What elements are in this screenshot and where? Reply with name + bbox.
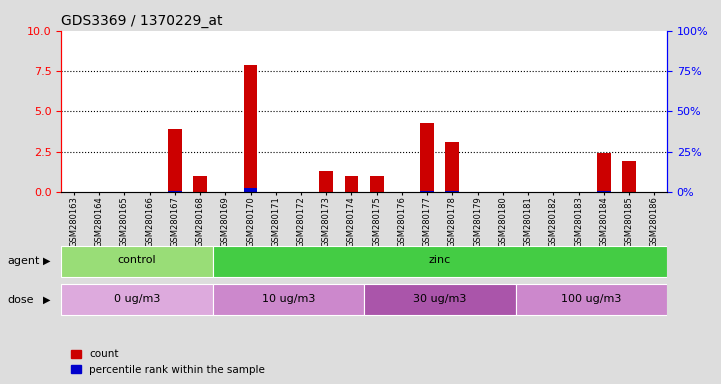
Text: zinc: zinc [429, 255, 451, 265]
Bar [516, 284, 667, 315]
Text: dose: dose [7, 295, 34, 305]
Bar [420, 191, 434, 192]
Bar [168, 129, 182, 192]
Bar [168, 191, 182, 192]
Text: 0 ug/m3: 0 ug/m3 [114, 294, 160, 304]
Text: control: control [118, 255, 156, 265]
Bar [446, 142, 459, 192]
Bar [213, 284, 364, 315]
Bar [446, 191, 459, 192]
Text: ▶: ▶ [43, 256, 50, 266]
Bar [597, 191, 611, 192]
Bar [244, 65, 257, 192]
Text: 30 ug/m3: 30 ug/m3 [413, 294, 466, 304]
Bar [345, 176, 358, 192]
Bar [370, 176, 384, 192]
Text: 100 ug/m3: 100 ug/m3 [561, 294, 622, 304]
Bar [213, 246, 667, 276]
Bar [319, 171, 333, 192]
Bar [61, 246, 213, 276]
Bar [420, 122, 434, 192]
Bar [622, 161, 636, 192]
Legend: count, percentile rank within the sample: count, percentile rank within the sample [66, 345, 270, 379]
Text: agent: agent [7, 256, 40, 266]
Bar [597, 153, 611, 192]
Bar [244, 189, 257, 192]
Text: ▶: ▶ [43, 295, 50, 305]
Bar [364, 284, 516, 315]
Bar [193, 176, 207, 192]
Text: 10 ug/m3: 10 ug/m3 [262, 294, 315, 304]
Bar [61, 284, 213, 315]
Text: GDS3369 / 1370229_at: GDS3369 / 1370229_at [61, 14, 223, 28]
